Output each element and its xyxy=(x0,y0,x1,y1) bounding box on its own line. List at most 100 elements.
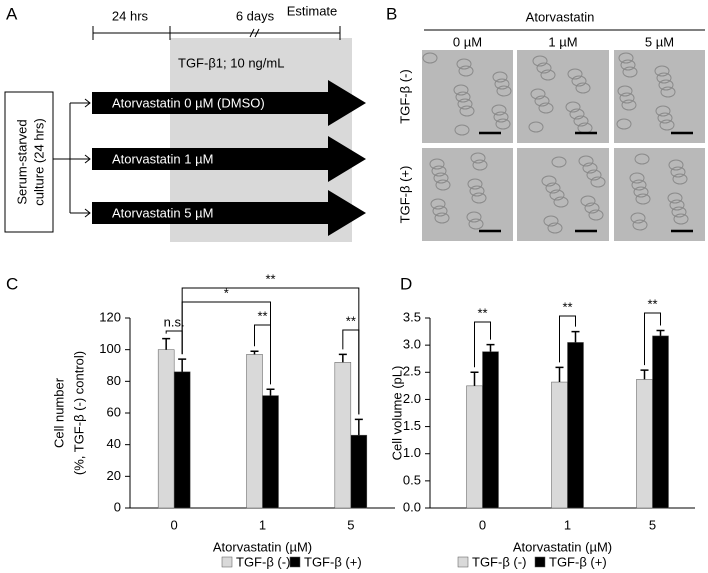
cell-texture xyxy=(620,59,636,71)
cell-texture xyxy=(573,115,589,127)
time-label: 24 hrs xyxy=(112,8,149,23)
cell-texture xyxy=(454,124,470,136)
cell-texture xyxy=(667,192,683,204)
cell-texture xyxy=(528,121,544,133)
x-tick-label: 0 xyxy=(479,517,486,532)
cell-texture xyxy=(569,108,585,120)
row-label: TGF-β (-) xyxy=(397,69,412,123)
legend-swatch xyxy=(289,556,301,568)
cell-texture xyxy=(660,86,676,98)
y-tick-label: 3.5 xyxy=(403,309,421,324)
y-tick-label: 0 xyxy=(114,499,121,514)
significance-bracket xyxy=(474,321,491,368)
y-axis-title: Cell number xyxy=(51,377,66,448)
cell-texture xyxy=(633,186,649,198)
error-bar xyxy=(266,388,275,396)
cell-texture xyxy=(672,173,688,185)
cell-texture xyxy=(673,213,689,225)
branch-lines xyxy=(53,102,90,214)
cell-texture xyxy=(459,105,475,117)
cell-texture xyxy=(491,104,507,116)
significance-label: ** xyxy=(265,271,275,286)
cell-texture xyxy=(655,105,671,117)
cell-texture xyxy=(534,95,550,107)
error-bar xyxy=(250,350,259,355)
cell-texture xyxy=(453,84,469,96)
y-tick-label: 120 xyxy=(99,309,121,324)
legend-swatch xyxy=(221,556,233,568)
legend-label: TGF-β (+) xyxy=(549,554,607,569)
bar xyxy=(466,385,483,509)
cell-texture xyxy=(472,159,488,171)
significance-label: ** xyxy=(257,308,267,323)
arrow xyxy=(92,190,366,236)
arrow-label: Atorvastatin 5 µM xyxy=(112,205,213,220)
cell-texture xyxy=(575,82,591,94)
significance-label: ** xyxy=(477,305,487,320)
significance-bracket xyxy=(342,329,360,415)
column-label: 5 µM xyxy=(645,34,674,49)
x-tick-label: 0 xyxy=(171,517,178,532)
cell-texture xyxy=(492,71,508,83)
cell-texture xyxy=(432,205,448,217)
x-axis-title: Atorvastatin (µM) xyxy=(513,539,612,554)
cell-texture xyxy=(669,199,685,211)
panel-label: A xyxy=(6,4,18,23)
x-tick-label: 5 xyxy=(347,517,354,532)
y-axis-title: (%, TGF-β (-) control) xyxy=(71,351,86,475)
culture-label: culture (24 hrs) xyxy=(31,118,46,205)
significance-bracket xyxy=(644,312,661,366)
y-tick-label: 1.5 xyxy=(403,418,421,433)
cell-texture xyxy=(540,69,556,81)
y-tick-label: 60 xyxy=(107,404,121,419)
significance-bracket xyxy=(254,324,271,385)
cell-texture xyxy=(456,58,472,70)
cell-texture xyxy=(619,92,635,104)
cell-texture xyxy=(541,175,557,187)
y-tick-label: 3.0 xyxy=(403,337,421,352)
cell-texture xyxy=(553,196,569,208)
cell-texture xyxy=(466,211,482,223)
y-tick-label: 40 xyxy=(107,436,121,451)
cell-texture xyxy=(571,75,587,87)
y-tick-label: 2.0 xyxy=(403,391,421,406)
legend-swatch xyxy=(457,556,469,568)
cell-texture xyxy=(622,66,638,78)
cell-texture xyxy=(657,112,673,124)
cell-texture xyxy=(670,166,686,178)
y-tick-label: 100 xyxy=(99,341,121,356)
bar xyxy=(652,335,669,509)
x-tick-label: 5 xyxy=(649,517,656,532)
y-axis-title: Cell volume (pL) xyxy=(389,366,404,461)
micrograph xyxy=(422,148,513,241)
error-bar xyxy=(338,353,347,363)
significance-bracket xyxy=(559,315,576,363)
cell-texture xyxy=(470,152,486,164)
bar xyxy=(350,434,368,509)
cell-texture xyxy=(538,102,554,114)
y-tick-label: 0.5 xyxy=(403,472,421,487)
significance-label: ** xyxy=(562,299,572,314)
cell-texture xyxy=(567,68,583,80)
error-bar xyxy=(354,418,363,436)
cell-texture xyxy=(422,52,438,64)
cell-texture xyxy=(532,55,548,67)
error-bar xyxy=(555,366,564,383)
significance-label: n.s. xyxy=(164,314,185,329)
cell-texture xyxy=(467,178,483,190)
cell-texture xyxy=(547,222,563,234)
y-tick-label: 0.0 xyxy=(403,499,421,514)
cell-texture xyxy=(435,179,451,191)
cell-texture xyxy=(495,118,511,130)
legend-label: TGF-β (-) xyxy=(472,554,526,569)
cell-texture xyxy=(580,195,596,207)
cell-texture xyxy=(617,85,633,97)
legend-swatch xyxy=(534,556,546,568)
cell-texture xyxy=(630,212,646,224)
cell-texture xyxy=(671,206,687,218)
bar xyxy=(636,379,653,509)
cell-texture xyxy=(494,78,510,90)
column-label: 1 µM xyxy=(548,34,577,49)
cell-texture xyxy=(469,185,485,197)
y-tick-label: 2.5 xyxy=(403,364,421,379)
